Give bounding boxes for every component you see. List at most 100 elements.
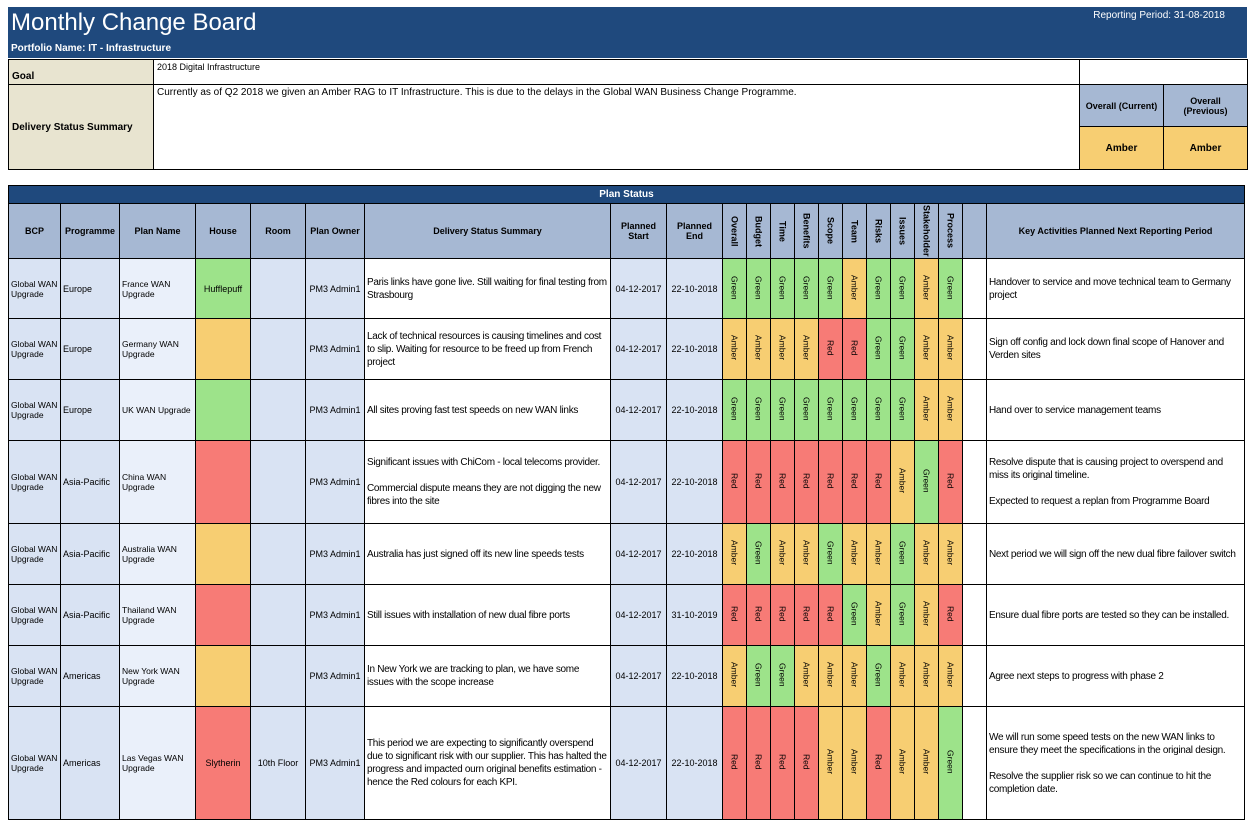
col-planned-start: Planned Start [610, 203, 667, 259]
kpi-cell-stakeholder: Amber [914, 318, 939, 380]
kpi-value: Green [897, 602, 908, 626]
activity-line: Hand over to service management teams [989, 404, 1161, 416]
kpi-value: Green [753, 663, 764, 687]
activity-line: Ensure dual fibre ports are tested so th… [989, 609, 1229, 621]
planned-end-cell: 22-10-2018 [666, 523, 723, 585]
kpi-value: Green [777, 275, 788, 300]
kpi-cell-process: Red [938, 440, 963, 524]
plan-row: Global WAN Upgrade Americas New York WAN U… [8, 645, 1245, 707]
house-cell [195, 523, 251, 585]
kpi-value: Red [825, 606, 836, 622]
kpi-cell-scope: Green [818, 523, 843, 585]
kpi-value: Green [873, 397, 884, 421]
col-house: House [195, 203, 251, 259]
kpi-cell-issues: Green [890, 258, 915, 319]
plan-owner-cell: PM3 Admin1 [305, 645, 365, 707]
room-cell [250, 258, 306, 319]
blank-cell [962, 258, 987, 319]
bcp-cell: Global WAN Upgrade [8, 645, 61, 707]
blank-cell [962, 584, 987, 646]
kpi-cell-budget: Red [746, 584, 771, 646]
room-cell [250, 318, 306, 380]
kpi-value: Amber [729, 335, 740, 361]
planned-start-cell: 04-12-2017 [610, 584, 667, 646]
kpi-value: Amber [801, 335, 812, 361]
kpi-cell-stakeholder: Amber [914, 584, 939, 646]
kpi-value: Red [873, 473, 884, 489]
kpi-value: Green [729, 397, 740, 421]
page-title: Monthly Change Board [11, 9, 257, 36]
kpi-value: Red [825, 473, 836, 489]
activity-line [989, 482, 1242, 495]
col-kpi-team: Team [842, 203, 867, 259]
kpi-header-label: Stakeholder [921, 205, 932, 257]
col-blank [962, 203, 987, 259]
plan-header-row: BCP Programme Plan Name House Room Plan … [8, 203, 1245, 259]
summary-line: Significant issues with ChiCom - local t… [367, 457, 600, 468]
plan-row: Global WAN Upgrade Asia-Pacific China WAN … [8, 440, 1245, 524]
kpi-value: Amber [777, 335, 788, 361]
kpi-value: Red [849, 340, 860, 356]
summary-table: Goal 2018 Digital Infrastructure Deliver… [8, 59, 1248, 170]
kpi-cell-scope: Red [818, 318, 843, 380]
col-programme: Programme [60, 203, 120, 259]
col-kpi-process: Process [938, 203, 963, 259]
delivery-label: Delivery Status Summary [8, 84, 154, 170]
bcp-cell: Global WAN Upgrade [8, 440, 61, 524]
kpi-value: Green [801, 275, 812, 300]
kpi-cell-benefits: Amber [794, 318, 819, 380]
key-activities-cell: Handover to service and move technical t… [986, 258, 1245, 319]
kpi-cell-budget: Green [746, 379, 771, 441]
bcp-cell: Global WAN Upgrade [8, 523, 61, 585]
delivery-summary-cell: Lack of technical resources is causing t… [364, 318, 611, 380]
planned-start-cell: 04-12-2017 [610, 706, 667, 820]
kpi-value: Green [945, 750, 956, 774]
kpi-value: Red [777, 606, 788, 622]
kpi-cell-risks: Amber [866, 523, 891, 585]
summary-line: Australia has just signed off its new li… [367, 548, 584, 560]
kpi-cell-scope: Amber [818, 645, 843, 707]
kpi-cell-budget: Green [746, 645, 771, 707]
kpi-cell-scope: Red [818, 440, 843, 524]
house-cell [195, 645, 251, 707]
delivery-summary-cell: This period we are expecting to signific… [364, 706, 611, 820]
portfolio-name: Portfolio Name: IT - Infrastructure [11, 43, 172, 54]
kpi-value: Amber [801, 540, 812, 566]
kpi-value: Red [753, 754, 764, 770]
kpi-cell-overall: Red [722, 584, 747, 646]
col-kpi-scope: Scope [818, 203, 843, 259]
kpi-cell-team: Green [842, 584, 867, 646]
activity-line: We will run some speed tests on the new … [989, 731, 1226, 756]
plan-row: Global WAN Upgrade Europe Germany WAN Upgr… [8, 318, 1245, 380]
kpi-value: Amber [921, 601, 932, 627]
kpi-header-label: Scope [825, 217, 836, 245]
kpi-cell-risks: Amber [866, 584, 891, 646]
kpi-cell-overall: Amber [722, 645, 747, 707]
plan-name-cell: France WAN Upgrade [119, 258, 196, 319]
kpi-value: Amber [849, 274, 860, 301]
kpi-header-label: Team [849, 219, 860, 243]
overall-current-header: Overall (Current) [1079, 84, 1164, 127]
kpi-cell-risks: Red [866, 440, 891, 524]
plan-name-cell: Thailand WAN Upgrade [119, 584, 196, 646]
kpi-value: Amber [825, 749, 836, 775]
kpi-cell-benefits: Red [794, 440, 819, 524]
key-activities-cell: Agree next steps to progress with phase … [986, 645, 1245, 707]
key-activities-cell: We will run some speed tests on the new … [986, 706, 1245, 820]
kpi-value: Red [801, 473, 812, 489]
kpi-cell-overall: Amber [722, 318, 747, 380]
kpi-value: Amber [801, 662, 812, 688]
kpi-value: Green [753, 541, 764, 565]
kpi-cell-benefits: Green [794, 258, 819, 319]
kpi-header-label: Issues [897, 216, 908, 246]
title-bar: Monthly Change Board Reporting Period: 3… [8, 7, 1247, 40]
kpi-cell-team: Green [842, 379, 867, 441]
kpi-cell-issues: Green [890, 584, 915, 646]
kpi-value: Green [873, 663, 884, 687]
kpi-cell-team: Amber [842, 258, 867, 319]
programme-cell: Americas [60, 645, 120, 707]
bcp-cell: Global WAN Upgrade [8, 258, 61, 319]
kpi-cell-risks: Green [866, 379, 891, 441]
kpi-value: Green [825, 541, 836, 565]
goal-value: 2018 Digital Infrastructure [153, 59, 1080, 85]
